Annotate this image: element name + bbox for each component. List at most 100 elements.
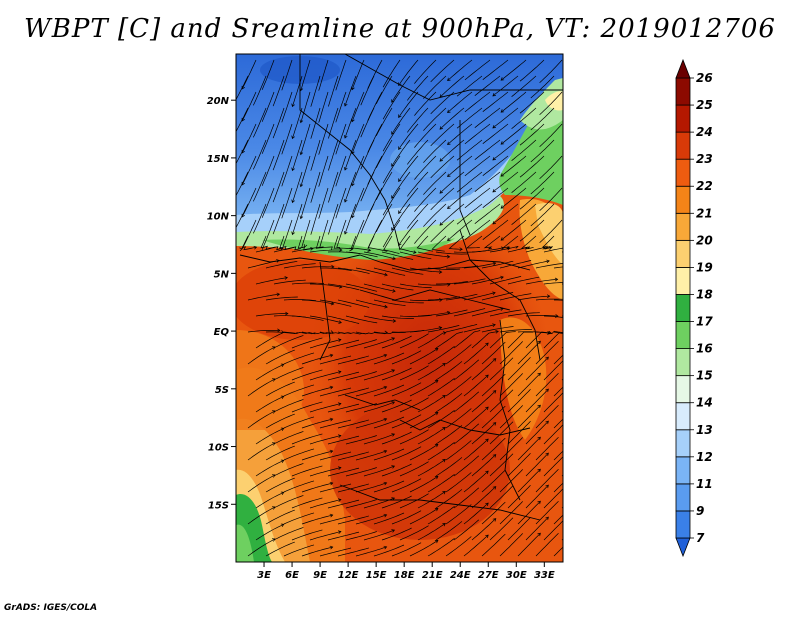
streamline [481, 260, 514, 269]
streamline [273, 367, 304, 381]
border-line [344, 394, 421, 411]
streamline [382, 91, 401, 120]
streamline [309, 403, 341, 413]
streamline-arrow [392, 256, 396, 261]
streamline-arrow [299, 87, 304, 92]
streamline [445, 293, 478, 301]
streamline [283, 512, 315, 525]
streamline [398, 123, 419, 150]
streamline [435, 361, 463, 381]
border-line [339, 484, 541, 521]
streamline [517, 500, 541, 525]
streamline [561, 474, 563, 477]
streamline [344, 203, 357, 235]
streamline [247, 442, 276, 461]
streamline [464, 187, 491, 209]
streamline [319, 515, 352, 525]
streamline-arrow [492, 323, 496, 328]
streamline-arrow [383, 481, 388, 486]
streamline-arrow [343, 231, 348, 235]
streamline [530, 139, 555, 163]
streamline [517, 532, 541, 557]
streamline [407, 75, 429, 101]
streamline-arrow [291, 231, 295, 236]
streamline-arrow [442, 523, 446, 527]
x-tick-label: 12E [338, 570, 359, 581]
streamline [399, 283, 432, 288]
border-line [319, 261, 331, 361]
streamline-arrow [236, 199, 237, 200]
streamline [309, 315, 342, 324]
streamline-arrow [492, 486, 497, 490]
streamline [427, 378, 455, 397]
streamline-arrow [500, 237, 505, 241]
streamline [265, 541, 295, 557]
streamline [435, 251, 468, 255]
streamline [291, 497, 323, 509]
streamline [281, 155, 293, 187]
colorbar-label: 7 [696, 531, 705, 545]
streamline [453, 278, 486, 285]
streamline [445, 408, 472, 429]
streamline [430, 123, 455, 147]
streamline [525, 388, 549, 413]
streamline-arrow [537, 500, 541, 505]
streamline-arrow [492, 124, 496, 129]
streamline-arrow [537, 436, 541, 441]
streamline-arrow [280, 427, 285, 431]
streamline [335, 155, 347, 187]
streamline [292, 75, 303, 107]
x-tick-label: 24E [450, 570, 471, 581]
streamline [241, 219, 257, 250]
streamline [423, 75, 447, 99]
streamline [351, 219, 365, 250]
streamline [492, 75, 519, 97]
streamline [391, 299, 424, 304]
streamline [445, 440, 472, 461]
streamline [344, 107, 357, 139]
streamline [398, 219, 419, 246]
streamline [507, 517, 531, 541]
streamline-arrow [439, 222, 443, 226]
streamline-arrow [391, 465, 396, 469]
streamline [507, 357, 531, 381]
streamline [414, 219, 437, 244]
streamline [417, 523, 446, 541]
streamline [301, 514, 333, 525]
colorbar-swatch [675, 294, 691, 322]
streamline [561, 378, 563, 381]
streamline [236, 139, 249, 165]
streamline-arrow [439, 158, 443, 162]
streamline-arrow [492, 358, 497, 362]
streamline [272, 75, 285, 107]
streamline [360, 139, 375, 170]
streamline [363, 251, 396, 260]
streamline [360, 203, 375, 234]
streamline [345, 467, 377, 477]
streamline [345, 371, 377, 381]
colorbar-label: 19 [696, 260, 713, 274]
streamline [500, 59, 527, 81]
streamline-arrow [337, 338, 342, 342]
streamline [435, 331, 464, 349]
streamline-arrow [337, 498, 342, 502]
streamline [525, 452, 549, 477]
plot-frame [235, 53, 564, 563]
x-tick-label: 27E [478, 570, 499, 581]
streamline-arrow [329, 353, 334, 358]
streamline [543, 331, 563, 349]
streamline [291, 529, 323, 541]
streamline [381, 315, 414, 319]
streamline [539, 59, 563, 84]
streamline [489, 453, 514, 477]
streamline-arrow [485, 470, 489, 475]
colorbar-swatch [675, 402, 691, 431]
streamline [430, 155, 455, 179]
streamline [291, 369, 323, 381]
streamline [489, 309, 522, 317]
streamline-arrow [271, 538, 276, 542]
streamline [539, 219, 563, 244]
streamline [345, 251, 378, 258]
streamline [255, 331, 284, 349]
streamline [261, 123, 275, 154]
